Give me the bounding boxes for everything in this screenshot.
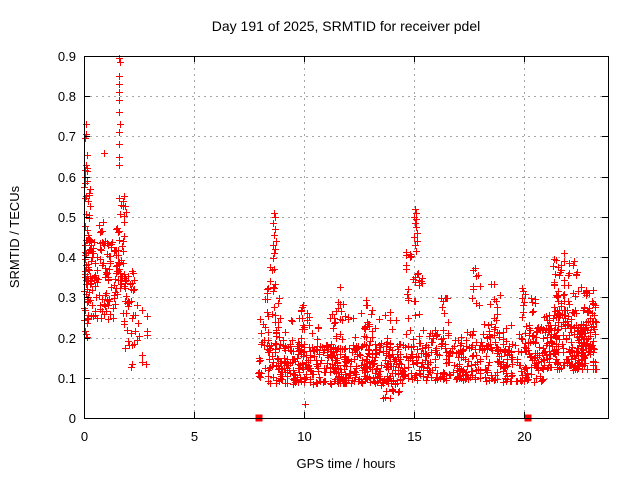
y-tick-label: 0.2 [58,331,76,346]
y-tick-label: 0.7 [58,129,76,144]
axes-and-ticks [84,56,609,419]
x-tick-label: 10 [297,429,311,444]
x-tick-label: 20 [517,429,531,444]
x-tick-label: 5 [191,429,198,444]
chart-title: Day 191 of 2025, SRMTID for receiver pde… [212,18,480,34]
y-tick-label: 0.3 [58,290,76,305]
x-tick-label: 15 [407,429,421,444]
y-tick-label: 0.1 [58,371,76,386]
plus-markers [81,55,600,408]
plot-border [84,56,609,419]
y-tick-label: 0.6 [58,170,76,185]
data-points [81,55,600,422]
x-axis-label: GPS time / hours [297,456,396,471]
y-tick-label: 0.5 [58,210,76,225]
tick-labels: 0 5 10 15 20 0 0.1 0.2 0.3 0.4 0.5 0.6 0.7 0.8 0.9 [58,49,532,444]
y-tick-label: 0.4 [58,250,76,265]
y-tick-label: 0.9 [58,49,76,64]
x-tick-label: 0 [81,429,88,444]
y-tick-label: 0.8 [58,89,76,104]
y-tick-label: 0 [69,411,76,426]
y-axis-label: SRMTID / TECUs [7,185,22,288]
